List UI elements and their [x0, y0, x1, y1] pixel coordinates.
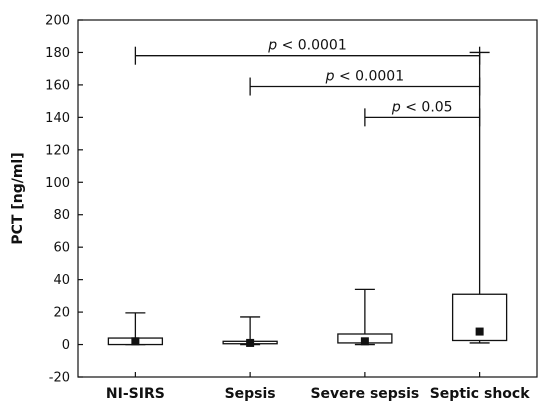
y-tick-label: 20 — [53, 306, 70, 321]
p-symbol: p — [267, 38, 277, 54]
x-tick-label: Severe sepsis — [310, 386, 419, 402]
p-value-label: p < 0.05 — [391, 99, 453, 115]
median-marker — [360, 337, 369, 346]
p-threshold: < 0.0001 — [335, 69, 405, 85]
y-tick-label: 0 — [62, 338, 70, 353]
x-tick-label: Sepsis — [225, 386, 276, 402]
y-axis: -20 0 20 40 60 80 100 120 140 160 180 200 — [45, 14, 83, 386]
p-threshold: < 0.05 — [401, 99, 453, 115]
y-tick-label: 40 — [53, 273, 70, 288]
p-value-label: p < 0.0001 — [267, 38, 347, 54]
y-tick-label: 160 — [45, 78, 70, 93]
y-tick-label: 80 — [53, 208, 70, 223]
y-tick-label: -20 — [49, 371, 70, 386]
median-marker — [475, 327, 484, 336]
x-tick-label: NI-SIRS — [106, 386, 165, 402]
y-tick-label: 120 — [45, 143, 70, 158]
boxes-layer — [107, 51, 508, 347]
median-marker — [246, 338, 255, 347]
p-symbol: p — [391, 99, 401, 115]
x-tick-label: Septic shock — [430, 386, 530, 402]
p-symbol: p — [325, 69, 335, 85]
x-axis: NI-SIRS Sepsis Severe sepsis Septic shock — [106, 372, 530, 402]
plot-frame — [77, 19, 538, 378]
y-tick-label: 200 — [45, 14, 70, 29]
plot-area — [77, 19, 538, 378]
y-tick-label: 100 — [45, 176, 70, 191]
y-axis-title: PCT [ng/ml] — [10, 152, 26, 244]
y-tick-label: 60 — [53, 241, 70, 256]
y-tick-label: 180 — [45, 46, 70, 61]
median-marker — [131, 337, 140, 346]
p-threshold: < 0.0001 — [277, 38, 347, 54]
y-tick-label: 140 — [45, 111, 70, 126]
p-value-label: p < 0.0001 — [325, 69, 405, 85]
